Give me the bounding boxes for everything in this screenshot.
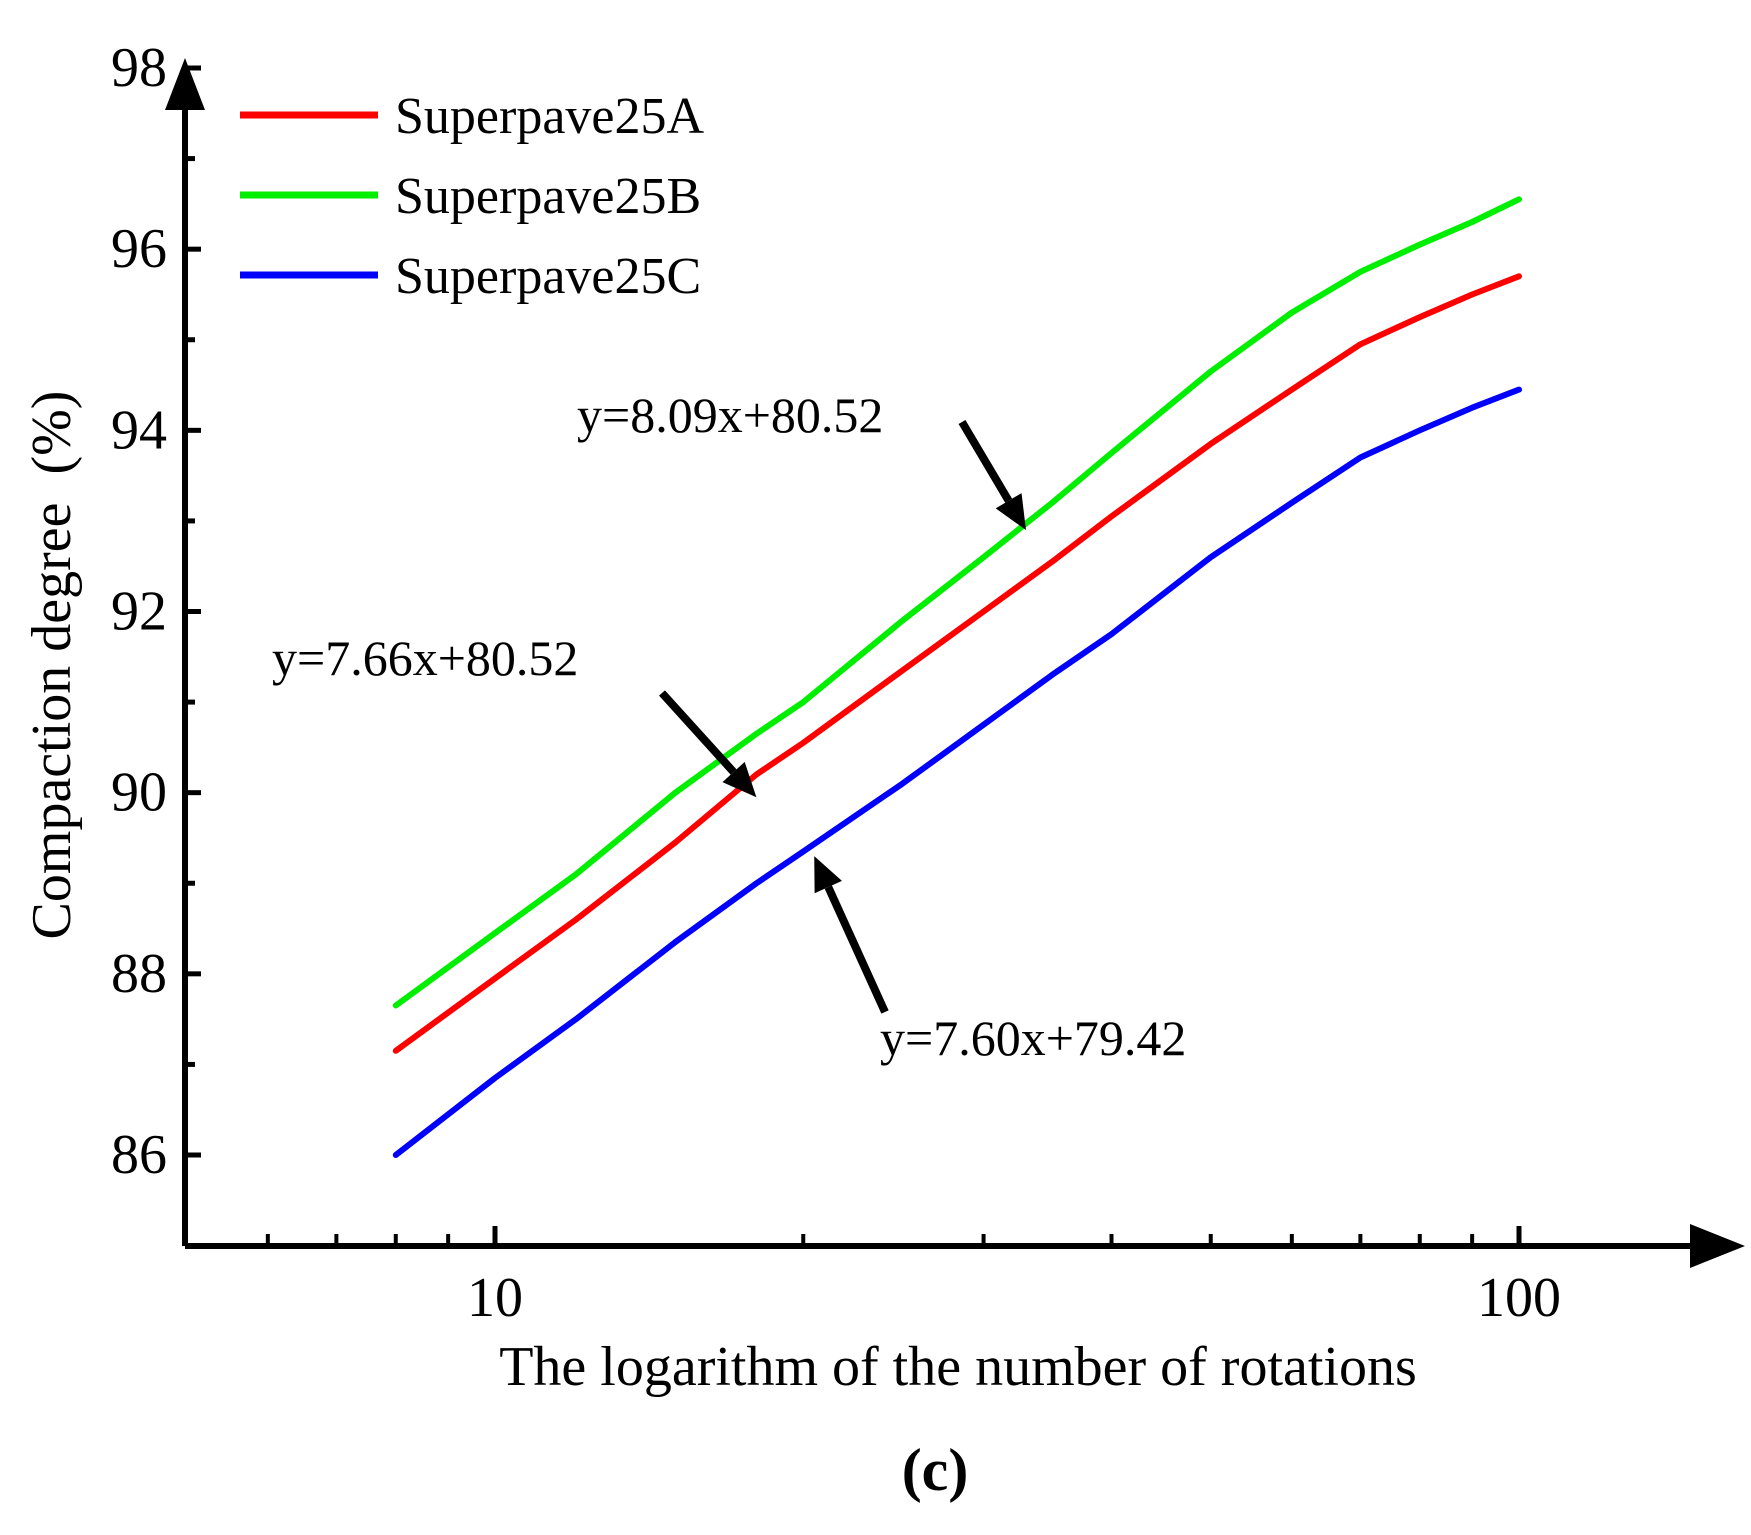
series-line-superpave25a — [392, 273, 1522, 1054]
legend-label-superpave25a: Superpave25A — [395, 88, 704, 145]
y-tick-label: 92 — [111, 581, 167, 643]
annotation-label: y=7.60x+79.42 — [880, 1010, 1186, 1066]
y-tick-label: 88 — [111, 943, 167, 1005]
annotation-arrow-head — [995, 493, 1026, 530]
x-axis-arrowhead — [1690, 1224, 1745, 1268]
annotation-label: y=7.66x+80.52 — [272, 630, 578, 686]
annotation-arrow-head — [814, 856, 842, 894]
y-tick-label: 98 — [111, 37, 167, 99]
legend-label-superpave25b: Superpave25B — [395, 168, 701, 225]
x-axis-title: The logarithm of the number of rotations — [499, 1336, 1417, 1398]
series-line-superpave25c — [392, 386, 1522, 1158]
annotation-arrow-shaft — [659, 690, 737, 775]
annotations: y=8.09x+80.52 y=7.66x+80.52 y=7.60x+79.42 — [272, 387, 1186, 1066]
annotation-arrow-head — [722, 761, 757, 798]
y-axis-arrowhead — [165, 58, 205, 110]
x-tick-label: 10 — [467, 1267, 523, 1329]
series-line-superpave25b — [392, 196, 1522, 1009]
axes — [165, 58, 1745, 1268]
y-tick-label: 90 — [111, 762, 167, 824]
axis-ticks: 86 88 90 92 94 96 98 10 100 — [111, 37, 1561, 1329]
annotation-arrow-shaft — [958, 419, 1013, 503]
y-tick-label: 96 — [111, 218, 167, 280]
series-lines — [392, 196, 1522, 1158]
y-tick-label: 86 — [111, 1124, 167, 1186]
y-axis-title: Compaction degree (%) — [21, 391, 83, 940]
annotation-label: y=8.09x+80.52 — [577, 387, 883, 443]
panel-label: (c) — [902, 1437, 969, 1503]
annotation-arrow-shaft — [824, 885, 889, 1014]
legend-label-superpave25c: Superpave25C — [395, 248, 701, 305]
legend: Superpave25A Superpave25B Superpave25C — [240, 88, 704, 305]
x-tick-label: 100 — [1477, 1267, 1561, 1329]
y-tick-label: 94 — [111, 399, 167, 461]
